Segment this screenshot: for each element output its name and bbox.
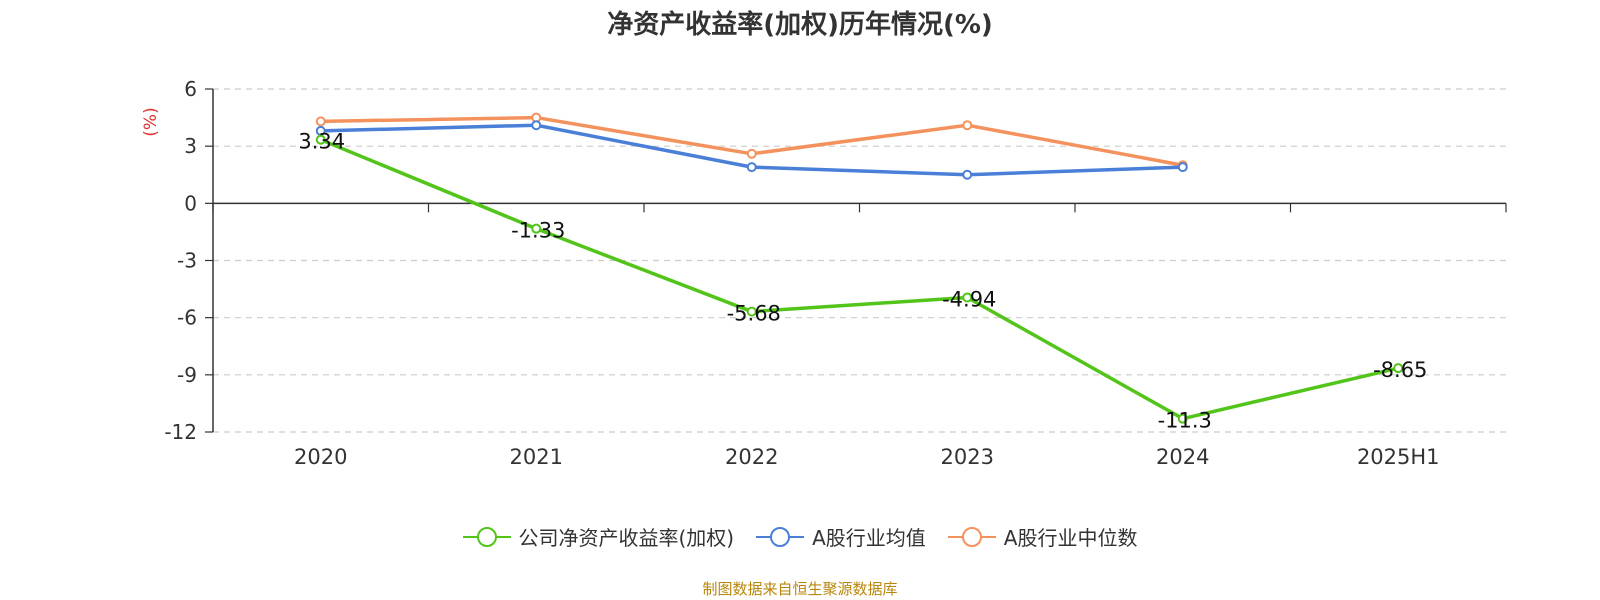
data-point <box>315 116 326 127</box>
x-tick-label: 2023 <box>941 445 994 469</box>
chart-title: 净资产收益率(加权)历年情况(%) <box>607 10 993 40</box>
data-label: -1.33 <box>511 219 565 243</box>
legend-marker-green <box>462 526 511 547</box>
legend-label: 公司净资产收益率(加权) <box>518 526 735 550</box>
y-tick-label: -6 <box>177 306 197 330</box>
data-label: -11.3 <box>1158 409 1212 433</box>
legend-marker-blue <box>756 526 805 547</box>
legend: 公司净资产收益率(加权) A股行业均值 A股行业中位数 <box>0 522 1600 551</box>
source-note: 制图数据来自恒生聚源数据库 <box>702 580 898 598</box>
axes: 6 3 0 -3 -6 -9 -12 2020 2021 2022 2023 2024 2025H1 (%… <box>141 77 1507 469</box>
series-line <box>320 138 1399 421</box>
data-point <box>962 169 973 180</box>
x-tick-label: 2024 <box>1156 445 1209 469</box>
x-tick-label: 2020 <box>294 445 347 469</box>
y-tick-label: 6 <box>184 77 197 101</box>
data-labels: 3.34 -1.33 -5.68 -4.94 -11.3 -8.65 <box>298 130 1427 433</box>
y-tick-label: -9 <box>177 363 197 387</box>
data-point <box>1177 162 1188 173</box>
data-point <box>1393 363 1404 374</box>
data-point <box>531 120 542 131</box>
data-label: -5.68 <box>727 302 781 326</box>
series-lines <box>315 112 1404 424</box>
data-point <box>746 306 757 317</box>
data-point <box>1177 413 1188 424</box>
data-point <box>315 134 326 145</box>
data-point <box>962 120 973 131</box>
y-tick-label: 3 <box>184 134 197 158</box>
legend-item-company-roe[interactable]: 公司净资产收益率(加权) <box>462 522 735 551</box>
legend-marker-orange <box>947 526 996 547</box>
legend-label: A股行业均值 <box>812 526 926 550</box>
y-tick-label: -12 <box>164 420 197 444</box>
x-tick-label: 2021 <box>510 445 563 469</box>
y-axis-label: (%) <box>141 107 161 136</box>
x-tick-label: 2025H1 <box>1357 445 1440 469</box>
data-point <box>531 223 542 234</box>
data-point <box>962 292 973 303</box>
data-label: -8.65 <box>1373 358 1427 382</box>
data-point <box>746 148 757 159</box>
data-label: -4.94 <box>942 287 996 311</box>
data-point <box>746 162 757 173</box>
legend-item-industry-median[interactable]: A股行业中位数 <box>947 522 1138 551</box>
data-label: 3.34 <box>298 130 345 154</box>
y-tick-label: 0 <box>184 191 197 215</box>
legend-item-industry-mean[interactable]: A股行业均值 <box>756 522 926 551</box>
y-tick-label: -3 <box>177 249 197 273</box>
legend-label: A股行业中位数 <box>1003 526 1138 550</box>
x-tick-label: 2022 <box>725 445 778 469</box>
